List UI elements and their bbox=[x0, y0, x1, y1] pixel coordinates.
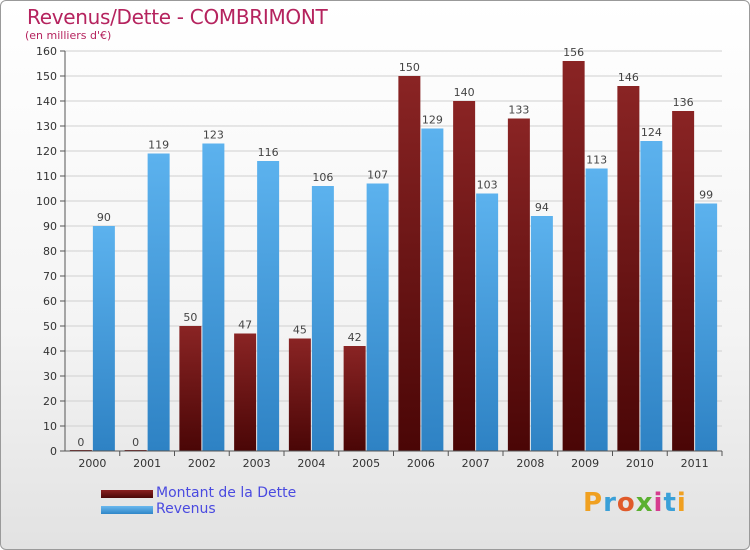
bar-revenus-2000 bbox=[92, 226, 115, 451]
bar-revenus-2008 bbox=[530, 216, 553, 451]
logo-letter: r bbox=[603, 488, 617, 518]
logo-letter: i bbox=[653, 488, 664, 518]
bar-dette-2008 bbox=[507, 118, 530, 451]
y-tick-label: 50 bbox=[43, 320, 57, 333]
data-label-revenus: 90 bbox=[97, 211, 111, 224]
proxiti-logo: Proxiti bbox=[583, 488, 687, 518]
data-labels: 0 90 0 119 50 123 47 116 45 106 42 107 150 129 140 103 1… bbox=[77, 46, 713, 449]
x-tick-label: 2008 bbox=[516, 457, 544, 470]
legend-label-revenus: Revenus bbox=[156, 501, 216, 517]
x-tick-label: 2010 bbox=[626, 457, 654, 470]
logo-letter: x bbox=[635, 488, 654, 518]
bars bbox=[69, 61, 718, 451]
bar-dette-2005 bbox=[343, 346, 366, 451]
logo-letter: P bbox=[583, 488, 604, 518]
y-tick-label: 130 bbox=[36, 120, 57, 133]
data-label-dette: 0 bbox=[77, 436, 84, 449]
data-label-dette: 140 bbox=[454, 86, 475, 99]
y-tick-label: 10 bbox=[43, 420, 57, 433]
data-label-revenus: 116 bbox=[258, 146, 279, 159]
data-label-revenus: 94 bbox=[535, 201, 549, 214]
bar-revenus-2003 bbox=[257, 161, 280, 451]
data-label-revenus: 99 bbox=[699, 189, 713, 202]
y-tick-label: 150 bbox=[36, 70, 57, 83]
y-tick-label: 140 bbox=[36, 95, 57, 108]
data-label-dette: 50 bbox=[183, 311, 197, 324]
bar-revenus-2009 bbox=[585, 168, 608, 451]
x-tick-label: 2007 bbox=[462, 457, 490, 470]
data-label-revenus: 106 bbox=[312, 171, 333, 184]
data-label-dette: 0 bbox=[132, 436, 139, 449]
data-label-dette: 45 bbox=[293, 324, 307, 337]
logo-letter: t bbox=[663, 488, 677, 518]
bar-revenus-2011 bbox=[695, 203, 718, 451]
legend-label-dette: Montant de la Dette bbox=[156, 485, 297, 501]
bar-dette-2004 bbox=[288, 338, 311, 451]
data-label-revenus: 123 bbox=[203, 129, 224, 142]
bar-revenus-2007 bbox=[476, 193, 499, 451]
x-tick-label: 2004 bbox=[297, 457, 325, 470]
data-label-revenus: 129 bbox=[422, 114, 443, 127]
bar-revenus-2001 bbox=[147, 153, 170, 451]
y-tick-label: 30 bbox=[43, 370, 57, 383]
chart-subtitle: (en milliers d'€) bbox=[25, 29, 112, 42]
bar-dette-2010 bbox=[617, 86, 640, 451]
data-label-revenus: 107 bbox=[367, 169, 388, 182]
y-tick-label: 120 bbox=[36, 145, 57, 158]
data-label-dette: 150 bbox=[399, 61, 420, 74]
bar-dette-2002 bbox=[179, 326, 202, 451]
bar-revenus-2004 bbox=[311, 186, 334, 451]
y-tick-label: 80 bbox=[43, 245, 57, 258]
axes: 0 10 20 30 40 50 60 70 80 90 100 110 120 130 140 150 160… bbox=[36, 45, 723, 470]
bar-revenus-2002 bbox=[202, 143, 225, 451]
data-label-dette: 156 bbox=[563, 46, 584, 59]
legend-swatch-dette bbox=[101, 490, 153, 498]
bar-revenus-2010 bbox=[640, 141, 663, 451]
y-tick-label: 110 bbox=[36, 170, 57, 183]
data-label-dette: 136 bbox=[673, 96, 694, 109]
y-tick-label: 90 bbox=[43, 220, 57, 233]
logo-letter: i bbox=[676, 488, 687, 518]
x-tick-label: 2000 bbox=[78, 457, 106, 470]
bar-dette-2009 bbox=[562, 61, 585, 451]
x-tick-label: 2001 bbox=[133, 457, 161, 470]
data-label-dette: 133 bbox=[508, 104, 529, 117]
x-tick-label: 2006 bbox=[407, 457, 435, 470]
bar-dette-2007 bbox=[453, 101, 476, 451]
data-label-revenus: 119 bbox=[148, 139, 169, 152]
data-label-dette: 42 bbox=[348, 331, 362, 344]
y-tick-label: 40 bbox=[43, 345, 57, 358]
data-label-revenus: 124 bbox=[641, 126, 662, 139]
x-tick-label: 2011 bbox=[681, 457, 709, 470]
y-tick-label: 160 bbox=[36, 45, 57, 58]
y-tick-label: 100 bbox=[36, 195, 57, 208]
x-tick-label: 2005 bbox=[352, 457, 380, 470]
y-tick-label: 60 bbox=[43, 295, 57, 308]
bar-revenus-2005 bbox=[366, 183, 389, 451]
bar-revenus-2006 bbox=[421, 128, 444, 451]
y-tick-label: 20 bbox=[43, 395, 57, 408]
legend-swatch-revenus bbox=[101, 506, 153, 514]
data-label-revenus: 113 bbox=[586, 154, 607, 167]
bar-dette-2003 bbox=[234, 333, 257, 451]
y-tick-label: 0 bbox=[50, 445, 57, 458]
bar-dette-2011 bbox=[672, 111, 695, 451]
data-label-dette: 146 bbox=[618, 71, 639, 84]
chart-title: Revenus/Dette - COMBRIMONT bbox=[27, 5, 328, 29]
y-tick-label: 70 bbox=[43, 270, 57, 283]
data-label-revenus: 103 bbox=[477, 179, 498, 192]
bar-dette-2006 bbox=[398, 76, 421, 451]
x-tick-label: 2002 bbox=[188, 457, 216, 470]
logo-letter: o bbox=[616, 488, 636, 518]
x-tick-label: 2009 bbox=[571, 457, 599, 470]
data-label-dette: 47 bbox=[238, 319, 252, 332]
x-tick-label: 2003 bbox=[243, 457, 271, 470]
